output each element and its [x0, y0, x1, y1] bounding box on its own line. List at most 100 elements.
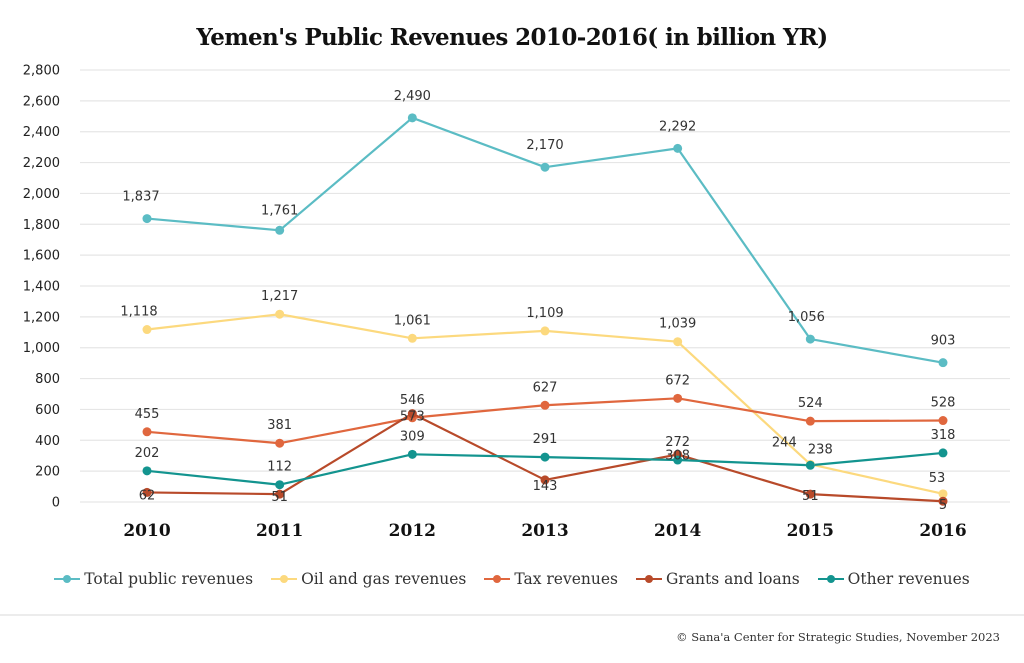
- data-point: [407, 449, 417, 459]
- legend-label: Grants and loans: [666, 570, 800, 588]
- y-tick-label: 2,400: [23, 125, 60, 140]
- data-point: [275, 309, 285, 319]
- x-tick-label: 2014: [654, 521, 701, 541]
- legend-label: Oil and gas revenues: [301, 570, 467, 588]
- copyright-credit: © Sana'a Center for Strategic Studies, N…: [676, 630, 1000, 644]
- line-chart: 0 200 400 600 800 1,000 1,200 1,400 1,600 1,800 2,…: [23, 64, 1010, 541]
- data-point: [275, 225, 285, 235]
- data-point: [407, 333, 417, 343]
- y-tick-label: 2,000: [23, 187, 60, 202]
- series-line-total-public-revenues: [146, 116, 944, 364]
- y-tick-label: 800: [35, 372, 60, 387]
- data-point: [540, 326, 550, 336]
- y-tick-label: 2,200: [23, 156, 60, 171]
- legend-item: Tax revenues: [484, 570, 618, 588]
- x-tick-label: 2010: [123, 521, 170, 541]
- y-tick-label: 1,800: [23, 218, 60, 233]
- data-label: 903: [931, 334, 956, 349]
- data-label: 291: [533, 432, 558, 447]
- data-label: 2,292: [659, 119, 696, 134]
- y-tick-label: 1,200: [23, 310, 60, 325]
- data-label: 244: [772, 435, 797, 450]
- legend-item: Total public revenues: [54, 570, 253, 588]
- data-point: [275, 489, 285, 499]
- data-point: [142, 487, 152, 497]
- data-label: 272: [665, 435, 690, 450]
- data-label: 2,490: [394, 89, 431, 104]
- data-point: [805, 334, 815, 344]
- data-label: 2,170: [526, 138, 563, 153]
- data-point: [407, 113, 417, 123]
- data-point: [938, 448, 948, 458]
- data-point: [407, 409, 417, 419]
- data-point: [540, 162, 550, 172]
- data-label: 143: [533, 479, 558, 494]
- legend-item: Oil and gas revenues: [271, 570, 466, 588]
- y-tick-label: 2,800: [23, 64, 60, 79]
- data-point: [142, 427, 152, 437]
- data-point: [142, 325, 152, 335]
- data-label: 524: [798, 396, 823, 411]
- data-label: 1,039: [659, 317, 696, 332]
- data-label: 1,109: [526, 306, 563, 321]
- data-label: 238: [808, 442, 833, 457]
- data-label: 1,761: [261, 203, 298, 218]
- y-axis: 0 200 400 600 800 1,000 1,200 1,400 1,600 1,800 2,…: [23, 64, 60, 511]
- data-labels: 1,837 1,761 2,490 2,170 2,292 1,056 903 1,118 1,…: [120, 89, 955, 513]
- y-tick-label: 200: [35, 465, 60, 480]
- data-point: [673, 143, 683, 153]
- data-label: 112: [267, 460, 292, 475]
- legend-marker-icon: [54, 574, 81, 584]
- y-tick-label: 0: [52, 496, 60, 511]
- data-label: 381: [267, 418, 292, 433]
- data-point: [673, 337, 683, 347]
- data-point: [805, 460, 815, 470]
- data-point: [275, 480, 285, 490]
- data-label: 1,837: [122, 190, 159, 205]
- data-label: 546: [400, 393, 425, 408]
- data-label: 62: [139, 488, 156, 503]
- data-point: [142, 466, 152, 476]
- data-label: 318: [931, 428, 956, 443]
- data-point: [938, 416, 948, 426]
- x-tick-label: 2012: [389, 521, 436, 541]
- y-tick-label: 1,400: [23, 280, 60, 295]
- y-tick-label: 1,000: [23, 341, 60, 356]
- data-point: [540, 400, 550, 410]
- data-label: 1,056: [788, 310, 825, 325]
- x-tick-label: 2016: [919, 521, 966, 541]
- legend-marker-icon: [636, 574, 662, 584]
- data-point: [805, 416, 815, 426]
- y-tick-label: 2,600: [23, 94, 60, 109]
- legend-marker-icon: [484, 574, 511, 584]
- data-label: 1,061: [394, 313, 431, 328]
- legend-item: Grants and loans: [636, 570, 800, 588]
- footer-divider: [0, 614, 1024, 616]
- y-tick-label: 400: [35, 434, 60, 449]
- legend-label: Tax revenues: [514, 570, 618, 588]
- data-label: 455: [135, 407, 160, 422]
- data-label: 573: [400, 410, 425, 425]
- data-point: [540, 452, 550, 462]
- data-label: 672: [665, 373, 690, 388]
- data-label: 5: [939, 498, 947, 513]
- data-point: [673, 455, 683, 465]
- data-point: [938, 496, 948, 506]
- legend-marker-icon: [817, 574, 844, 584]
- y-tick-label: 1,600: [23, 249, 60, 264]
- legend-label: Other revenues: [847, 570, 970, 588]
- data-label: 1,217: [261, 289, 298, 304]
- legend-label: Total public revenues: [84, 570, 254, 588]
- series-points: [142, 113, 948, 506]
- data-point: [805, 489, 815, 499]
- data-label: 53: [929, 471, 946, 486]
- data-point: [673, 393, 683, 403]
- chart-title: Yemen's Public Revenues 2010-2016( in bi…: [196, 24, 828, 51]
- data-point: [938, 489, 948, 499]
- data-label: 627: [533, 380, 558, 395]
- data-point: [938, 358, 948, 368]
- legend: Total public revenues Oil and gas revenue…: [0, 570, 1024, 588]
- x-tick-label: 2015: [787, 521, 834, 541]
- data-label: 1,118: [120, 305, 157, 320]
- data-point: [275, 438, 285, 448]
